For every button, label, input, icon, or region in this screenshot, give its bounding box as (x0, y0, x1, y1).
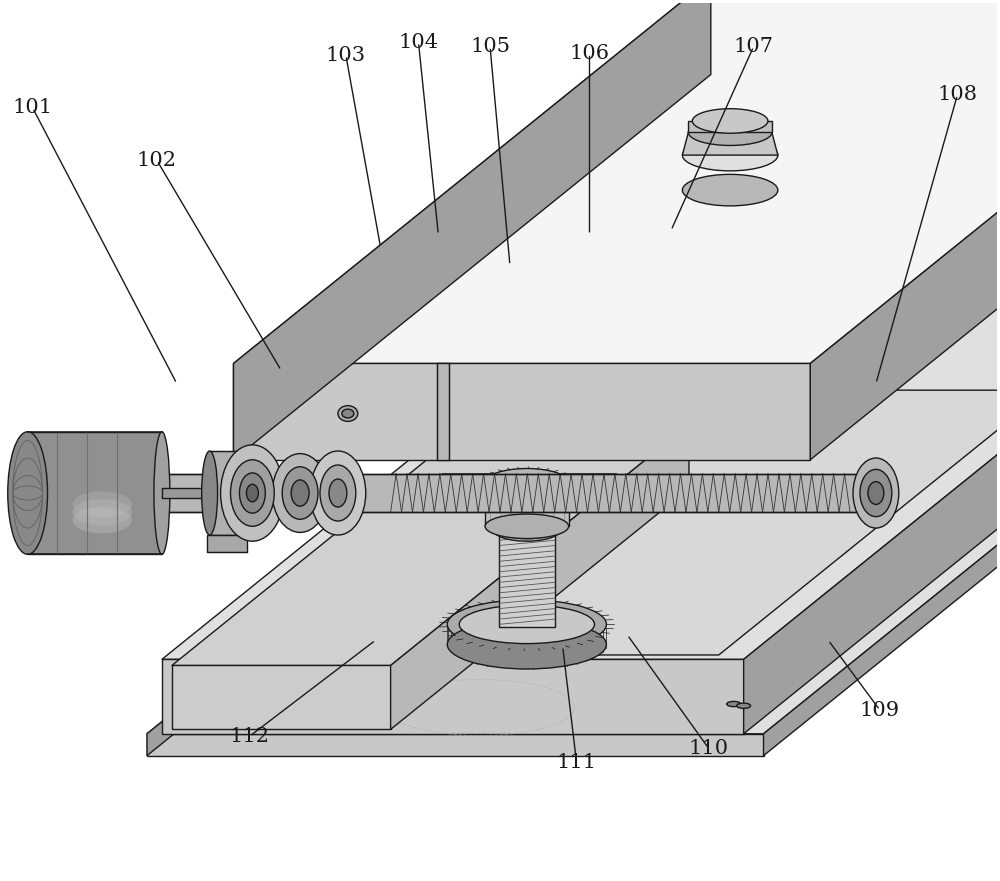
Text: 109: 109 (860, 700, 900, 720)
Ellipse shape (291, 480, 309, 507)
Ellipse shape (338, 405, 358, 421)
Polygon shape (682, 132, 778, 155)
Polygon shape (187, 390, 1000, 655)
Polygon shape (147, 349, 624, 756)
Polygon shape (157, 474, 873, 512)
Text: 105: 105 (470, 37, 510, 56)
Polygon shape (28, 432, 162, 554)
Text: 110: 110 (689, 739, 729, 759)
Text: 107: 107 (734, 37, 774, 56)
Polygon shape (233, 364, 810, 460)
Ellipse shape (734, 700, 754, 709)
Polygon shape (427, 476, 626, 502)
Ellipse shape (72, 500, 132, 525)
Ellipse shape (447, 620, 606, 669)
Ellipse shape (154, 432, 170, 554)
Polygon shape (162, 488, 207, 499)
Ellipse shape (329, 479, 347, 507)
Polygon shape (147, 734, 764, 756)
Polygon shape (162, 659, 744, 734)
Ellipse shape (310, 451, 366, 535)
Polygon shape (485, 483, 569, 526)
Ellipse shape (860, 470, 892, 516)
Ellipse shape (692, 108, 768, 133)
Polygon shape (147, 349, 1000, 734)
Polygon shape (391, 425, 689, 729)
Ellipse shape (72, 492, 132, 517)
Text: 104: 104 (398, 33, 438, 52)
Ellipse shape (494, 520, 560, 541)
Ellipse shape (177, 699, 197, 707)
Ellipse shape (342, 409, 354, 418)
Ellipse shape (447, 600, 606, 648)
Ellipse shape (724, 699, 744, 707)
Ellipse shape (682, 174, 778, 206)
Ellipse shape (499, 522, 555, 538)
Text: 106: 106 (570, 44, 610, 63)
Text: 101: 101 (13, 99, 53, 117)
Text: 103: 103 (326, 46, 366, 65)
Ellipse shape (853, 458, 899, 528)
Ellipse shape (485, 514, 569, 538)
Ellipse shape (485, 469, 569, 497)
Polygon shape (172, 665, 391, 729)
Ellipse shape (246, 485, 258, 502)
Polygon shape (233, 0, 711, 460)
Text: 108: 108 (937, 85, 977, 104)
Ellipse shape (180, 701, 194, 707)
Polygon shape (172, 425, 689, 665)
Ellipse shape (72, 507, 132, 533)
Ellipse shape (737, 703, 751, 708)
Polygon shape (207, 535, 247, 552)
Polygon shape (210, 451, 244, 535)
Polygon shape (688, 121, 772, 132)
Ellipse shape (727, 701, 741, 707)
Ellipse shape (231, 460, 274, 526)
Polygon shape (233, 0, 1000, 364)
Text: 111: 111 (557, 753, 597, 772)
Polygon shape (764, 349, 1000, 756)
Ellipse shape (320, 465, 356, 521)
Text: 112: 112 (229, 727, 269, 746)
Ellipse shape (272, 454, 328, 532)
Polygon shape (417, 474, 641, 505)
Ellipse shape (221, 445, 284, 541)
Ellipse shape (236, 451, 252, 535)
Ellipse shape (688, 119, 772, 145)
Ellipse shape (282, 467, 318, 519)
Polygon shape (162, 299, 1000, 659)
Polygon shape (437, 364, 449, 460)
Ellipse shape (239, 473, 265, 513)
Ellipse shape (180, 703, 194, 708)
Ellipse shape (177, 700, 197, 709)
Ellipse shape (202, 451, 218, 535)
Polygon shape (499, 530, 555, 627)
Ellipse shape (682, 139, 778, 171)
Text: 102: 102 (137, 151, 177, 170)
Polygon shape (810, 0, 1000, 460)
Polygon shape (744, 299, 1000, 734)
Ellipse shape (868, 482, 884, 505)
Ellipse shape (8, 432, 48, 554)
Ellipse shape (459, 605, 594, 644)
